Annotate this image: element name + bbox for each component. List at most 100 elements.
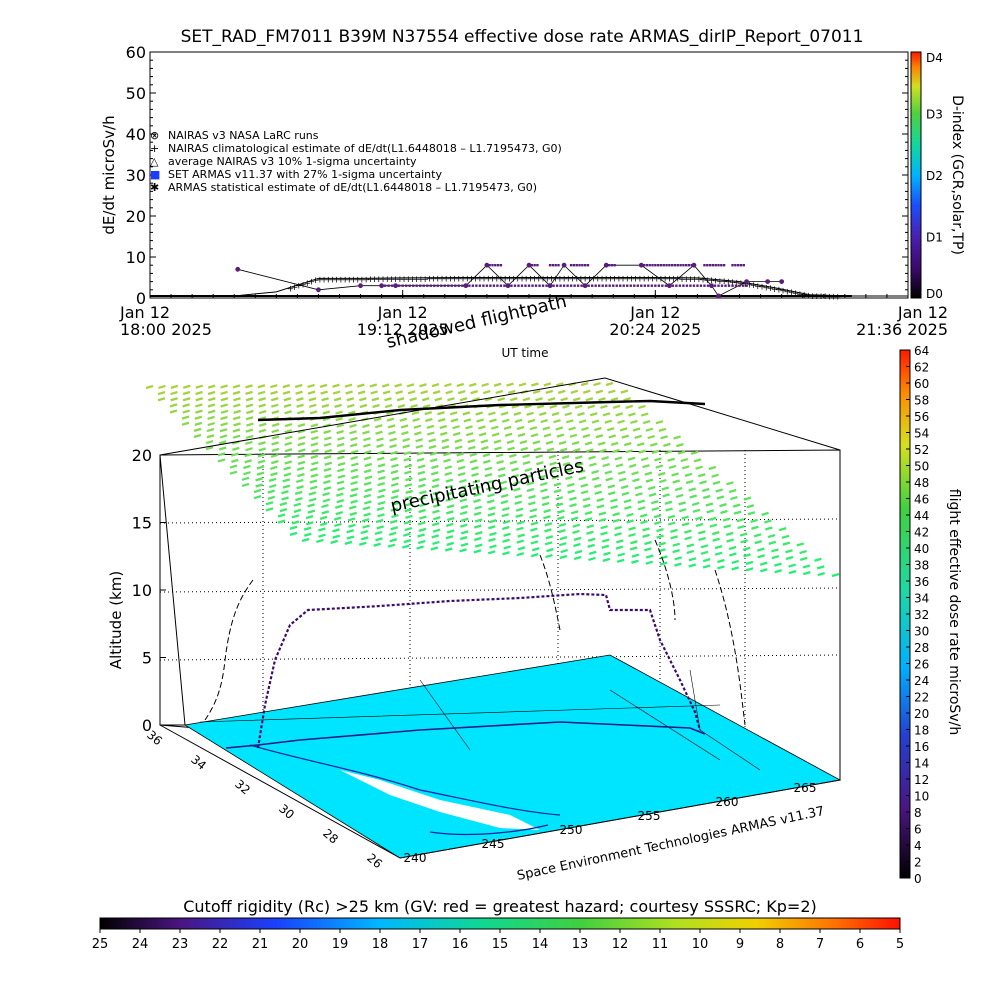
nairas-climatological-marker: + (695, 275, 703, 285)
dose-rate-tick-label: 56 (914, 410, 929, 424)
particle-dash (672, 479, 681, 484)
particle-dash (390, 495, 399, 500)
particle-dash (526, 487, 535, 493)
nairas-climatological-marker: + (746, 280, 754, 290)
particle-dash (767, 533, 776, 539)
set-armas-dense-marker (710, 284, 713, 287)
particle-dash (349, 423, 357, 428)
dindex-tick-label: D0 (926, 287, 943, 301)
nairas-climatological-marker: + (670, 275, 678, 285)
set-armas-dense-marker (411, 284, 415, 287)
particle-dash (507, 446, 515, 451)
particle-dash (245, 447, 253, 452)
particle-dash (270, 472, 278, 477)
set-armas-elevated-marker (720, 264, 723, 267)
shadow-frame (159, 377, 841, 456)
particle-dash (232, 403, 241, 408)
dose-rate-tick-label: 2 (914, 856, 922, 870)
set-armas-dense-marker (636, 284, 639, 287)
top-x-tick-time: 20:24 2025 (609, 320, 701, 339)
particle-dash (390, 526, 399, 531)
nairas-climatological-marker: + (623, 275, 631, 285)
particle-dash (473, 498, 481, 504)
particle-dash (774, 562, 782, 567)
particle-dash (598, 517, 607, 523)
particle-dash (364, 475, 373, 480)
particle-dash (427, 431, 435, 436)
particle-dash (754, 539, 763, 545)
particle-dash (310, 423, 319, 428)
set-armas-dense-marker (499, 284, 503, 287)
particle-dash (717, 558, 725, 564)
particle-dash (322, 498, 331, 503)
particle-dash (307, 383, 315, 389)
nairas-climatological-marker: + (661, 275, 669, 285)
particle-dash (391, 513, 399, 519)
set-armas-elevated-marker (714, 264, 717, 267)
particle-dash (417, 521, 426, 526)
nairas-climatological-marker: + (287, 284, 295, 294)
nairas-climatological-marker: + (421, 275, 429, 285)
set-armas-dense-marker (706, 284, 710, 287)
set-armas-elevated-marker (527, 264, 531, 267)
particle-dash (517, 533, 525, 538)
particle-dash (282, 384, 291, 389)
particle-dash (256, 465, 265, 470)
nairas-climatological-marker: + (556, 275, 564, 285)
particle-dash (344, 540, 353, 545)
particle-dash (586, 524, 595, 529)
top-chart: SET_RAD_FM7011 B39M N37554 effective dos… (100, 27, 965, 360)
particle-dash (670, 535, 678, 540)
nairas-climatological-marker: + (447, 275, 455, 285)
cutoff-rigidity-title: Cutoff rigidity (Rc) >25 km (GV: red = g… (183, 897, 817, 916)
particle-dash (501, 506, 510, 512)
dose-rate-colorbar-ticks: 0246810121416182022242628303234363840424… (906, 344, 929, 886)
nairas-climatological-marker: + (758, 283, 766, 293)
particle-dash (229, 464, 238, 469)
particle-dash (685, 479, 694, 485)
particle-dash (725, 531, 734, 536)
particle-dash (345, 390, 353, 395)
particle-dash (555, 496, 564, 501)
particle-dash (303, 526, 312, 531)
particle-dash (324, 461, 333, 466)
particle-dash (510, 397, 518, 402)
particle-dash (555, 502, 564, 507)
particle-dash (706, 509, 715, 514)
particle-dash (322, 410, 331, 415)
nairas-climatological-marker: + (451, 275, 459, 285)
particle-dash (417, 464, 426, 469)
particle-dash (604, 470, 613, 475)
nairas-climatological-marker: + (333, 275, 341, 285)
particle-dash (768, 540, 777, 545)
set-armas-dense-marker (601, 284, 604, 287)
particle-dash (617, 552, 626, 557)
particle-dash (279, 501, 288, 507)
particle-dash (671, 472, 679, 477)
particle-dash (799, 549, 807, 555)
top-series-layer: ++++++++++++++++++++++++++++++++++++++++… (150, 262, 908, 303)
particle-dash (413, 424, 422, 429)
particle-dash (311, 436, 319, 441)
particle-dash (432, 528, 441, 533)
particle-dash (271, 459, 279, 465)
set-armas-dense-marker (408, 284, 411, 287)
particle-dash (533, 447, 542, 452)
particle-dash (645, 554, 654, 559)
particle-dash (482, 389, 491, 395)
particle-dash (540, 418, 549, 424)
set-armas-dense-marker (545, 284, 548, 287)
particle-dash (335, 416, 344, 422)
set-armas-elevated-marker (607, 264, 611, 267)
particle-dash (472, 485, 480, 491)
set-armas-dense-marker (713, 284, 717, 287)
particle-dash (418, 496, 426, 501)
particle-dash (360, 536, 369, 541)
particle-dash (377, 494, 385, 499)
particle-dash (258, 441, 266, 446)
particle-dash (572, 523, 581, 528)
particle-dash (594, 490, 603, 495)
top-y-axis-label: dE/dt microSv/h (100, 115, 118, 234)
nairas-climatological-marker: + (767, 284, 775, 294)
set-armas-dense-marker (482, 284, 485, 287)
